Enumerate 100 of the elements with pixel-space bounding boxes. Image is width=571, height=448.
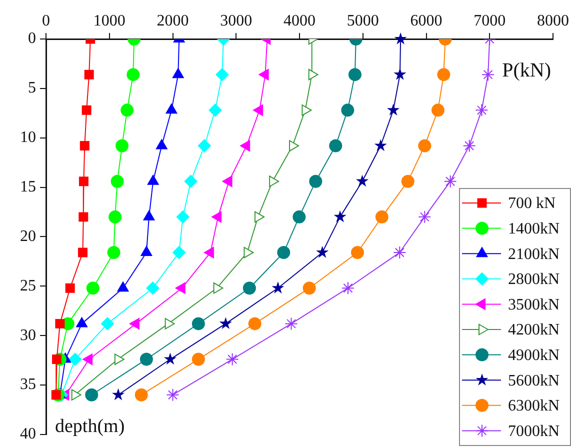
point xyxy=(482,68,495,82)
point xyxy=(76,317,88,328)
x-tick-label: 3000 xyxy=(220,12,252,30)
point xyxy=(176,210,190,224)
point xyxy=(248,317,262,330)
point xyxy=(375,210,388,224)
point xyxy=(401,174,414,188)
y-axis-title: depth(m) xyxy=(55,416,125,437)
point xyxy=(341,104,354,117)
point xyxy=(192,352,205,366)
legend-label: 700 kN xyxy=(508,195,556,212)
x-tick-label: 1000 xyxy=(93,12,126,30)
point xyxy=(393,246,406,260)
point xyxy=(112,388,125,400)
point xyxy=(292,210,306,224)
legend-label: 1400kN xyxy=(508,220,560,238)
point xyxy=(120,104,134,117)
point xyxy=(216,68,229,82)
point xyxy=(284,317,298,330)
point xyxy=(198,139,211,152)
point xyxy=(172,246,186,260)
y-tick-label: 25 xyxy=(20,277,36,294)
point xyxy=(437,68,450,82)
point xyxy=(387,104,400,116)
point xyxy=(147,174,159,185)
point xyxy=(418,139,432,152)
point xyxy=(86,282,100,295)
point xyxy=(475,104,488,117)
point xyxy=(192,317,205,330)
legend-label: 4200kN xyxy=(508,322,560,339)
point xyxy=(117,282,129,292)
legend-label: 7000kN xyxy=(508,422,560,440)
point xyxy=(277,246,290,260)
y-tick-label: 10 xyxy=(20,129,36,146)
point xyxy=(146,282,160,295)
point xyxy=(302,282,316,295)
point xyxy=(82,354,93,365)
point xyxy=(184,174,198,188)
point xyxy=(172,68,184,78)
point xyxy=(374,139,387,152)
point xyxy=(431,104,444,117)
point xyxy=(100,317,114,330)
point xyxy=(316,246,329,258)
point xyxy=(208,104,222,117)
point xyxy=(140,246,152,256)
point xyxy=(126,68,140,82)
point xyxy=(71,389,82,401)
point xyxy=(213,282,224,294)
point xyxy=(462,139,476,152)
point xyxy=(55,318,65,328)
point xyxy=(308,68,318,80)
point xyxy=(84,70,94,80)
point xyxy=(356,174,369,187)
point xyxy=(110,174,124,188)
legend-label: 2100kN xyxy=(508,246,560,263)
point xyxy=(254,211,264,223)
point xyxy=(68,352,82,366)
point xyxy=(350,246,364,260)
point xyxy=(272,282,284,294)
point xyxy=(65,283,75,293)
point xyxy=(444,174,457,188)
y-tick-label: 35 xyxy=(20,376,36,394)
point xyxy=(309,174,322,188)
legend-label: 4900kN xyxy=(508,347,560,364)
point xyxy=(78,248,88,258)
point xyxy=(226,352,239,366)
point xyxy=(334,210,346,222)
point xyxy=(107,246,120,260)
point xyxy=(166,104,178,114)
y-tick-label: 0 xyxy=(28,30,36,48)
x-axis-title: P(kN) xyxy=(502,59,551,82)
x-tick-label: 7000 xyxy=(474,12,506,30)
y-tick-label: 40 xyxy=(20,426,36,443)
point xyxy=(85,388,98,402)
x-tick-label: 0 xyxy=(42,12,50,30)
y-tick-label: 30 xyxy=(20,326,36,344)
x-tick-label: 6000 xyxy=(410,12,442,30)
point xyxy=(164,318,175,330)
point xyxy=(341,282,354,295)
legend-label: 3500kN xyxy=(508,296,560,314)
point xyxy=(394,32,407,44)
x-tick-label: 8000 xyxy=(537,12,569,30)
point xyxy=(394,68,406,80)
point xyxy=(253,104,264,116)
legend-label: 5600kN xyxy=(508,372,560,390)
point xyxy=(80,141,90,150)
point xyxy=(240,140,250,152)
point xyxy=(418,210,432,224)
point xyxy=(156,139,168,150)
y-tick-label: 15 xyxy=(20,178,36,196)
point xyxy=(114,354,124,365)
point xyxy=(348,68,362,82)
point xyxy=(242,282,256,295)
x-tick-label: 4000 xyxy=(284,12,316,30)
point xyxy=(329,139,342,152)
point xyxy=(164,352,176,365)
point xyxy=(78,212,88,222)
legend-label: 6300kN xyxy=(508,398,560,415)
y-tick-label: 20 xyxy=(20,228,36,245)
legend-label: 2800kN xyxy=(508,271,560,288)
